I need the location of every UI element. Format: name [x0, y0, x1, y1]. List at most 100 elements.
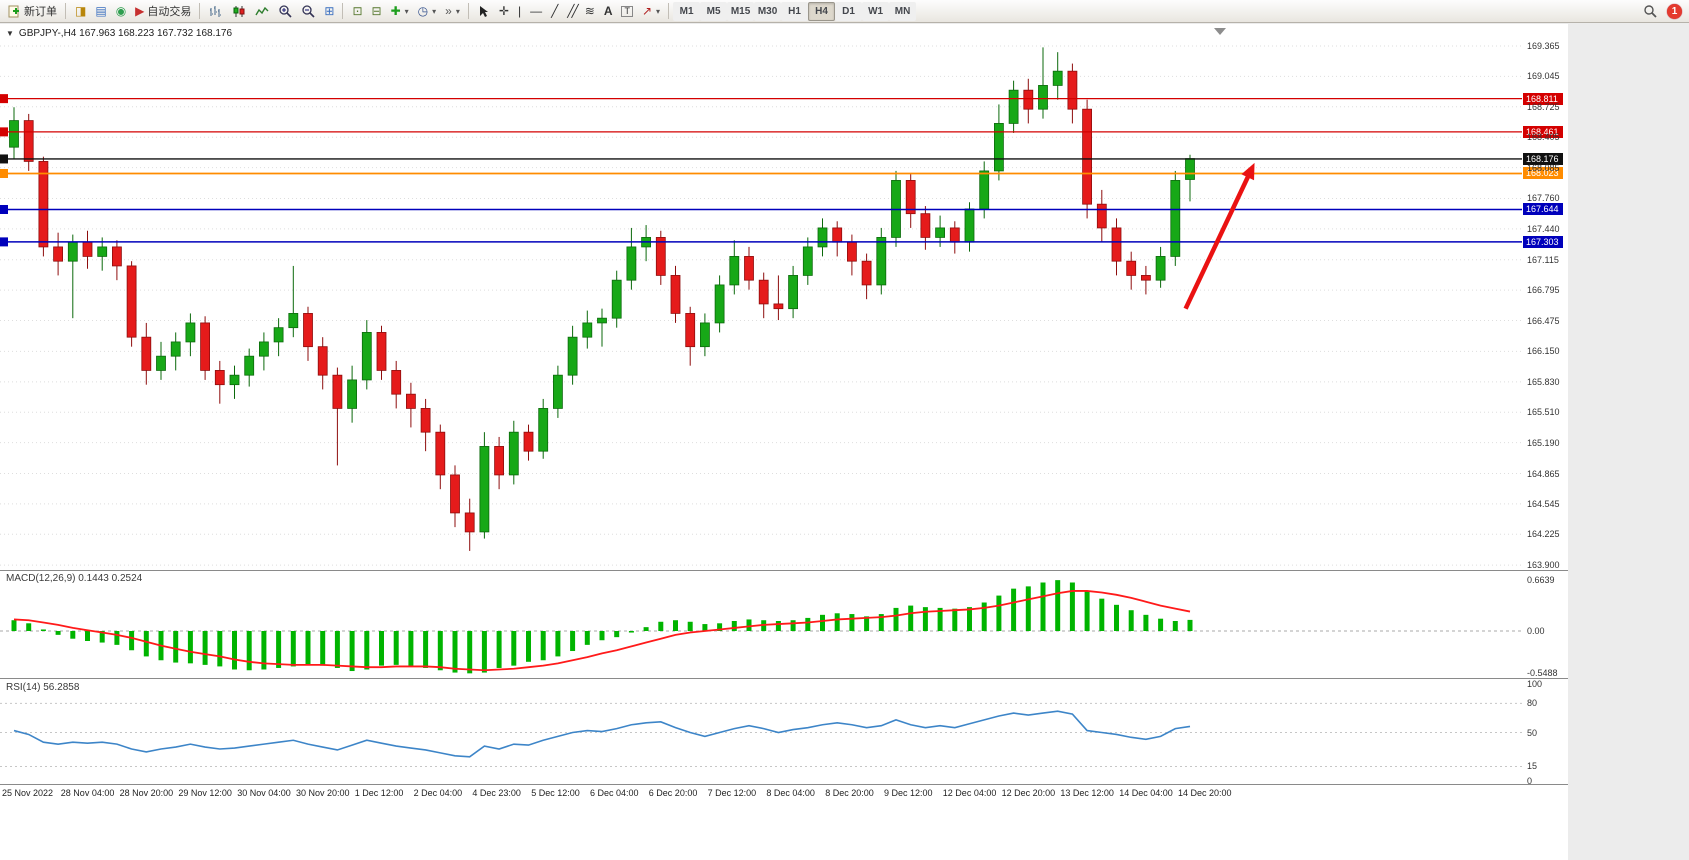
vertical-line-icon: |	[517, 4, 522, 18]
separator	[668, 3, 670, 19]
vertical-line-button[interactable]: |	[514, 2, 525, 21]
chart-header: ▼ GBPJPY-,H4 167.963 168.223 167.732 168…	[6, 28, 232, 39]
price-axis[interactable]	[1522, 24, 1568, 860]
text-label-button[interactable]: T	[617, 2, 637, 21]
fibonacci-icon: ≋	[584, 4, 595, 18]
market-watch-icon: ▤	[95, 4, 107, 18]
bar-chart-icon	[210, 5, 222, 17]
macd-histogram	[11, 580, 1193, 674]
clock-icon: ◷	[417, 4, 429, 18]
bar-chart-button[interactable]	[205, 2, 227, 21]
horizontal-line-button[interactable]: —	[526, 2, 546, 21]
hline-left-marker	[0, 168, 8, 178]
chart-window[interactable]: 168.811 168.461 168.176 168.023 167.644 167.3…	[0, 24, 1568, 860]
rsi-line	[13, 710, 1191, 758]
line-chart-icon	[255, 6, 269, 15]
hline-left-marker	[0, 237, 8, 247]
trendline-icon: ╱	[551, 4, 559, 18]
indicators-button[interactable]: ✚ ▾	[387, 2, 413, 21]
channel-button[interactable]: ╱╱	[563, 2, 579, 21]
separator	[342, 3, 344, 19]
hline-left-marker	[0, 154, 8, 164]
chevron-down-icon: ▾	[455, 6, 460, 16]
arrows-tool-button[interactable]: ↗ ▾	[638, 2, 664, 21]
rsi-label: RSI(14) 56.2858	[6, 682, 80, 693]
tile-windows-button[interactable]: ⊞	[320, 2, 338, 21]
autotrading-icon: ▶	[135, 4, 145, 18]
arrows-tool-icon: ↗	[641, 4, 653, 18]
cursor-button[interactable]	[474, 2, 494, 21]
crosshair-button[interactable]: ✛	[495, 2, 513, 21]
time-axis[interactable]	[0, 786, 1522, 802]
chevron-down-icon: ▾	[432, 6, 437, 16]
toolbar-right: 1	[1638, 2, 1686, 21]
chart-title: GBPJPY-,H4 167.963 168.223 167.732 168.1…	[18, 28, 233, 39]
text-icon: A	[603, 4, 613, 18]
timeframe-button-M15[interactable]: M15	[727, 2, 755, 21]
market-watch-button[interactable]: ▤	[91, 2, 110, 21]
indicators-icon: ✚	[390, 4, 401, 18]
hline-left-marker	[0, 127, 8, 137]
text-button[interactable]: A	[600, 2, 617, 21]
new-window-icon: ⊡	[352, 4, 363, 18]
timeframe-button-M5[interactable]: M5	[700, 2, 728, 21]
timeframe-button-H1[interactable]: H1	[781, 2, 809, 21]
new-order-icon	[8, 5, 19, 17]
new-window-button[interactable]: ⊡	[348, 2, 366, 21]
new-order-button[interactable]: 新订单	[4, 2, 61, 21]
timeframe-button-D1[interactable]: D1	[835, 2, 863, 21]
timeframe-button-W1[interactable]: W1	[862, 2, 890, 21]
macd-label: MACD(12,26,9) 0.1443 0.2524	[6, 573, 143, 584]
zoom-in-icon	[279, 5, 292, 18]
timeframe-button-M1[interactable]: M1	[673, 2, 701, 21]
new-order-label: 新订单	[24, 6, 57, 18]
timeframe-button-MN[interactable]: MN	[889, 2, 917, 21]
text-label-icon: T	[621, 5, 633, 17]
zoom-out-icon	[302, 5, 315, 18]
chart-shift-button[interactable]: » ▾	[441, 2, 464, 21]
separator	[199, 3, 201, 19]
chevron-down-icon: ▾	[656, 6, 661, 16]
separator	[65, 3, 66, 19]
navigator-button[interactable]: ◉	[112, 2, 130, 21]
macd-signal-line	[13, 590, 1191, 672]
candles	[9, 47, 1195, 551]
one-click-trading-toggle[interactable]: ▼	[6, 29, 14, 38]
new-chart-button[interactable]: ◨	[71, 2, 90, 21]
separator	[467, 3, 469, 19]
cascade-windows-button[interactable]: ⊟	[368, 2, 386, 21]
periods-button[interactable]: ◷ ▾	[414, 2, 441, 21]
horizontal-lines	[0, 94, 1522, 247]
fibonacci-button[interactable]: ≋	[581, 2, 599, 21]
crosshair-icon: ✛	[498, 4, 509, 18]
trendline-button[interactable]: ╱	[547, 2, 562, 21]
candlestick-button[interactable]	[228, 2, 250, 21]
chart-canvas[interactable]	[0, 24, 1568, 860]
hline-left-marker	[0, 94, 8, 104]
chevron-down-icon: ▾	[404, 6, 409, 16]
cascade-windows-icon: ⊟	[371, 4, 382, 18]
autotrading-button[interactable]: ▶ 自动交易	[131, 2, 195, 21]
chart-shift-marker[interactable]	[1214, 28, 1226, 35]
toolbar: 新订单 ◨ ▤ ◉ ▶ 自动交易	[0, 0, 1689, 23]
new-chart-icon: ◨	[75, 4, 87, 18]
hline-left-marker	[0, 204, 8, 214]
autotrading-label: 自动交易	[147, 6, 192, 18]
candlestick-icon	[233, 5, 245, 17]
zoom-in-button[interactable]	[274, 2, 296, 21]
navigator-icon: ◉	[115, 4, 127, 18]
trend-arrow[interactable]	[1183, 162, 1255, 310]
search-icon	[1644, 5, 1657, 18]
timeframe-button-M30[interactable]: M30	[754, 2, 782, 21]
grid	[0, 45, 1522, 566]
timeframe-group: M1 M5 M15 M30 H1 H4 D1 W1 MN	[673, 1, 917, 21]
timeframe-button-H4[interactable]: H4	[808, 2, 836, 21]
search-button[interactable]	[1639, 2, 1661, 21]
tile-windows-icon: ⊞	[324, 4, 335, 18]
line-chart-button[interactable]	[251, 2, 273, 21]
notification-badge[interactable]: 1	[1667, 3, 1682, 19]
horizontal-line-icon: —	[530, 4, 543, 18]
channel-icon: ╱╱	[567, 4, 579, 18]
zoom-out-button[interactable]	[297, 2, 319, 21]
